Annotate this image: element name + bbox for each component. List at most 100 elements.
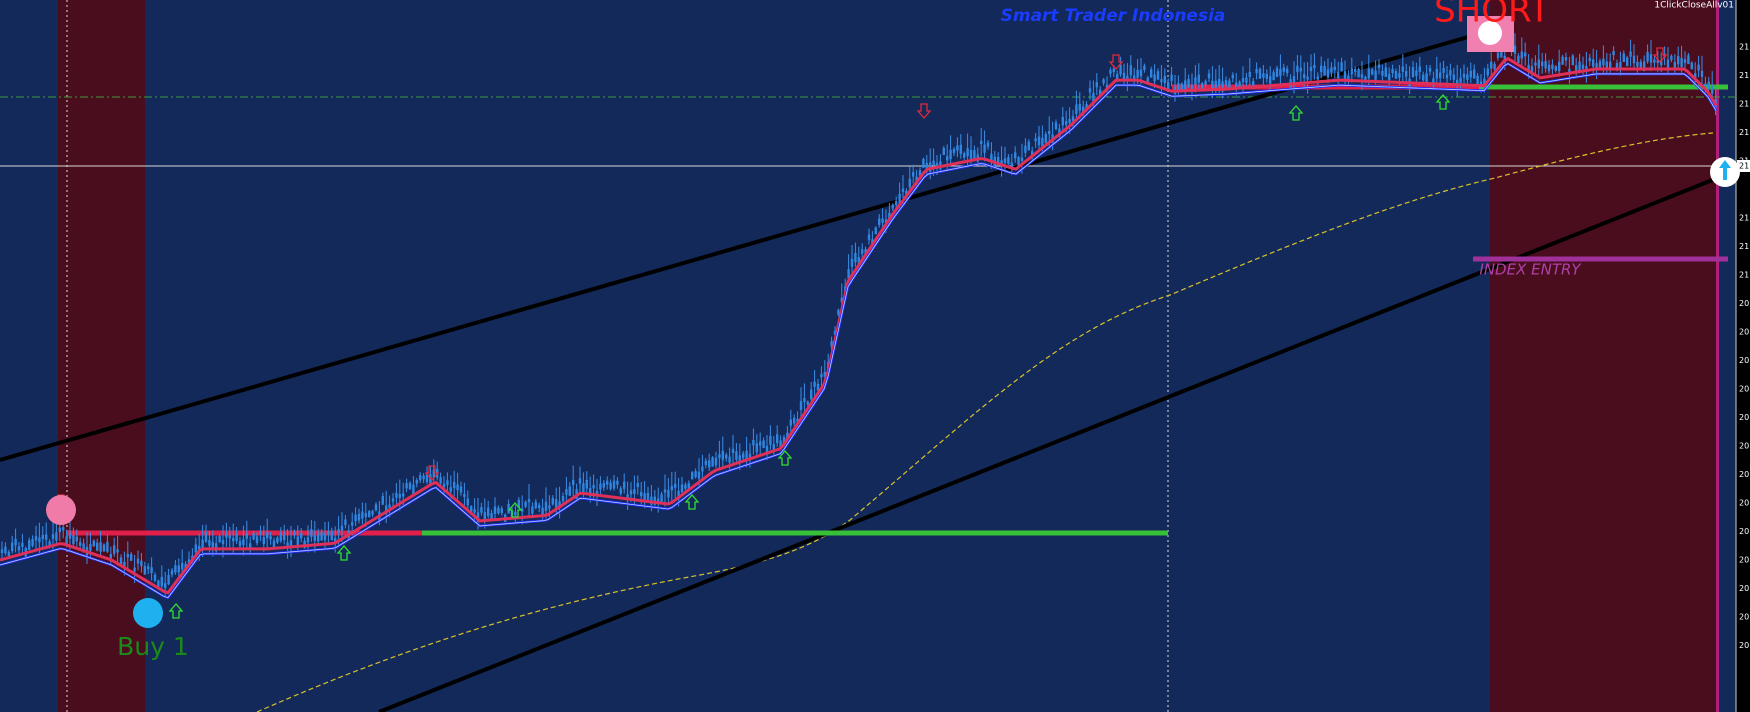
- candle-body: [1201, 83, 1204, 92]
- candle-body: [1194, 77, 1197, 85]
- candle-body: [779, 440, 782, 448]
- candle-body: [1014, 152, 1017, 159]
- trend-line: [378, 171, 1731, 712]
- candle-body: [997, 156, 1000, 166]
- candle-body: [1190, 85, 1194, 89]
- candle-body: [313, 535, 316, 541]
- candle-body: [1384, 67, 1387, 77]
- candle-body: [572, 479, 575, 486]
- candle-body: [925, 162, 928, 170]
- candle-body: [742, 453, 745, 459]
- candle-body: [640, 491, 643, 497]
- candle-body: [1333, 66, 1336, 71]
- candle-body: [374, 504, 378, 511]
- candle-body: [245, 533, 248, 539]
- candle-body: [116, 549, 119, 553]
- candle-body: [228, 535, 231, 539]
- candle-body: [704, 460, 707, 465]
- candle-body: [28, 540, 31, 550]
- candle-body: [1184, 80, 1187, 90]
- candle-body: [674, 483, 677, 488]
- candle-body: [405, 483, 408, 489]
- candle-body: [1466, 74, 1469, 80]
- candle-body: [255, 536, 259, 544]
- moving-average: [256, 132, 1714, 712]
- candle-body: [1320, 65, 1323, 73]
- candle-body: [1605, 61, 1608, 70]
- candle-body: [38, 537, 41, 543]
- candle-body: [412, 484, 415, 495]
- slow-ma-highlight: [0, 63, 1717, 599]
- candle-body: [541, 507, 544, 516]
- candle-body: [544, 501, 548, 511]
- candle-body: [1180, 83, 1183, 90]
- candle-body: [269, 536, 272, 540]
- candle-body: [1422, 74, 1425, 81]
- candle-body: [1170, 74, 1173, 81]
- candle-body: [589, 487, 592, 497]
- candle-body: [218, 536, 221, 543]
- price-label: 20: [1739, 385, 1749, 394]
- candle-body: [174, 565, 177, 573]
- candle-body: [980, 140, 983, 145]
- candle-body: [1054, 122, 1058, 130]
- candle-body: [456, 484, 459, 491]
- candle-body: [568, 486, 571, 496]
- candle-body: [677, 490, 680, 500]
- price-label: 21: [1739, 242, 1749, 251]
- candle-body: [344, 519, 347, 525]
- candle-body: [1197, 74, 1200, 83]
- candle-body: [908, 178, 911, 188]
- candle-body: [816, 383, 820, 391]
- candle-body: [616, 480, 619, 485]
- up-arrow: [1435, 94, 1451, 110]
- candle-body: [1303, 74, 1306, 78]
- candle-body: [973, 150, 976, 161]
- candle-body: [1116, 74, 1119, 81]
- candle-body: [918, 170, 922, 176]
- candle-body: [1578, 61, 1581, 72]
- candle-body: [153, 574, 157, 581]
- candle-body: [942, 147, 945, 156]
- candle-body: [1258, 68, 1262, 79]
- candle-body: [748, 453, 752, 459]
- candle-body: [1588, 57, 1591, 62]
- candle-body: [1010, 162, 1013, 169]
- up-arrow: [168, 603, 184, 619]
- candle-body: [1160, 79, 1163, 83]
- candle-body: [1486, 68, 1489, 76]
- candle-body: [65, 536, 68, 545]
- candle-body: [150, 567, 153, 574]
- candle-body: [738, 455, 741, 464]
- price-label: 20: [1739, 527, 1749, 536]
- candle-body: [1207, 73, 1211, 79]
- up-arrow: [684, 494, 700, 510]
- candle-body: [1636, 61, 1639, 67]
- candle-body: [1381, 70, 1384, 76]
- candle-body: [986, 142, 990, 147]
- candle-body: [34, 536, 38, 541]
- candle-body: [68, 532, 72, 539]
- candle-body: [772, 444, 775, 450]
- candle-body: [1313, 64, 1316, 69]
- candle-body: [1034, 138, 1037, 142]
- candle-body: [1007, 157, 1010, 164]
- candle-body: [1003, 158, 1007, 163]
- candle-body: [177, 565, 180, 573]
- candle-body: [1537, 59, 1540, 69]
- candle-body: [55, 532, 58, 541]
- candle-body: [895, 201, 898, 205]
- candle-body: [864, 249, 867, 254]
- candle-body: [1469, 70, 1472, 78]
- candle-body: [1000, 160, 1003, 164]
- candle-body: [657, 498, 660, 502]
- candle-body: [582, 483, 585, 492]
- sell-marker: [46, 495, 76, 525]
- candle-body: [7, 551, 10, 560]
- candle-body: [147, 566, 150, 570]
- candle-body: [1371, 69, 1374, 75]
- candle-body: [1592, 59, 1595, 67]
- candle-body: [381, 495, 384, 505]
- candle-body: [653, 496, 656, 505]
